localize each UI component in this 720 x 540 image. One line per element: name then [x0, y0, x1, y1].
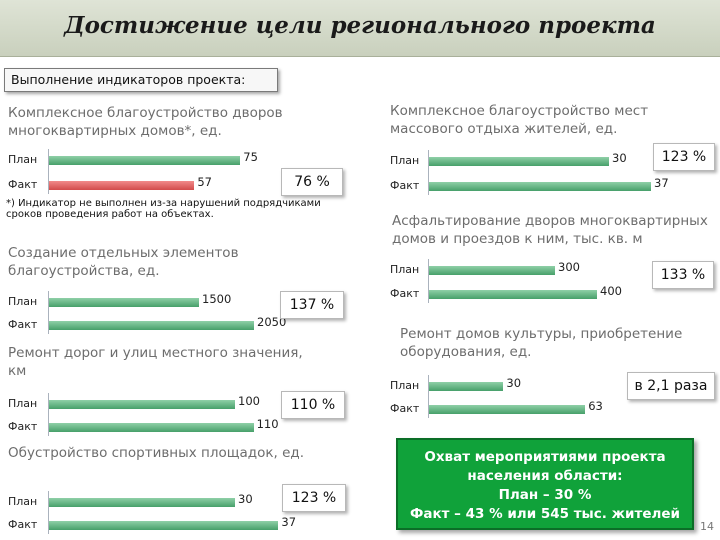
chart-title-1: Комплексное благоустройство дворов много…: [8, 105, 283, 139]
bar-plan: [49, 498, 235, 507]
bar-value-label: 63: [588, 399, 603, 413]
chart-title-6: Асфальтирование дворов многоквартирных д…: [392, 213, 708, 247]
bar-plan: [49, 298, 199, 307]
row-label-fact: Факт: [8, 420, 38, 433]
chart-axis-7: [428, 375, 429, 418]
bar-value-label: 1500: [202, 292, 232, 306]
bar-fact: [49, 181, 195, 190]
bar-plan: [49, 400, 235, 409]
highlight-line-3: План – 30 %: [498, 487, 592, 503]
footnote: *) Индикатор не выполнен из-за нарушений…: [6, 198, 321, 220]
page-title: Достижение цели регионального проекта: [64, 12, 656, 39]
bar-fact: [49, 423, 254, 432]
row-label-plan: План: [8, 495, 38, 508]
percent-badge: 133 %: [652, 261, 714, 289]
chart-axis-3: [48, 393, 49, 436]
chart-axis-1: [48, 149, 49, 194]
chart-axis-6: [428, 259, 429, 303]
row-label-plan: План: [8, 153, 38, 166]
row-label-fact: Факт: [390, 402, 420, 415]
row-label-fact: Факт: [390, 287, 420, 300]
page-number: 14: [700, 520, 714, 533]
percent-badge: 110 %: [281, 391, 345, 419]
chart-title-5: Комплексное благоустройство мест массово…: [390, 103, 649, 137]
percent-badge: 123 %: [282, 484, 346, 512]
bar-value-label: 30: [506, 376, 522, 390]
bar-value-label: 110: [256, 417, 279, 431]
chart-axis-4: [48, 491, 49, 534]
bar-value-label: 75: [243, 150, 258, 164]
row-label-fact: Факт: [390, 179, 420, 192]
percent-badge: 76 %: [281, 168, 343, 196]
row-label-plan: План: [390, 154, 420, 167]
percent-badge: в 2,1 раза: [627, 372, 715, 400]
bar-value-label: 300: [558, 260, 580, 274]
chart-title-3: Ремонт дорог и улиц местного значения, к…: [8, 345, 303, 379]
bar-value-label: 37: [654, 176, 669, 190]
section-subtitle: Выполнение индикаторов проекта:: [4, 68, 278, 92]
row-label-plan: План: [390, 263, 420, 276]
header-bar: Достижение цели регионального проекта: [0, 0, 720, 57]
bar-fact: [429, 182, 651, 191]
row-label-plan: План: [390, 379, 420, 392]
highlight-line-4: Факт – 43 % или 545 тыс. жителей: [410, 506, 680, 522]
bar-fact: [49, 521, 279, 530]
row-label-fact: Факт: [8, 318, 38, 331]
bar-plan: [429, 266, 555, 275]
percent-badge: 137 %: [280, 291, 344, 319]
bar-value-label: 37: [281, 515, 297, 529]
bar-value-label: 2050: [257, 315, 287, 329]
chart-title-7: Ремонт домов культуры, приобретение обор…: [400, 326, 683, 360]
row-label-plan: План: [8, 295, 38, 308]
bar-value-label: 30: [238, 492, 253, 506]
row-label-fact: Факт: [8, 178, 38, 191]
bar-plan: [49, 156, 241, 165]
row-label-fact: Факт: [8, 518, 38, 531]
highlight-line-1: Охват мероприятиями проекта: [424, 449, 666, 465]
chart-title-4: Обустройство спортивных площадок, ед.: [8, 445, 305, 461]
coverage-highlight: Охват мероприятиями проекта населения об…: [396, 438, 694, 530]
row-label-plan: План: [8, 397, 38, 410]
chart-title-2: Создание отдельных элементов благоустрой…: [8, 245, 239, 279]
bar-value-label: 100: [238, 394, 260, 408]
bar-fact: [429, 290, 597, 299]
bar-value-label: 30: [612, 151, 627, 165]
chart-axis-5: [428, 150, 429, 195]
bar-plan: [429, 157, 609, 166]
bar-plan: [429, 382, 504, 391]
bar-fact: [429, 405, 586, 414]
percent-badge: 123 %: [653, 143, 715, 171]
chart-axis-2: [48, 291, 49, 334]
bar-fact: [49, 321, 254, 330]
bar-value-label: 57: [197, 175, 212, 189]
bar-value-label: 400: [600, 284, 622, 298]
highlight-line-2: населения области:: [467, 468, 623, 484]
